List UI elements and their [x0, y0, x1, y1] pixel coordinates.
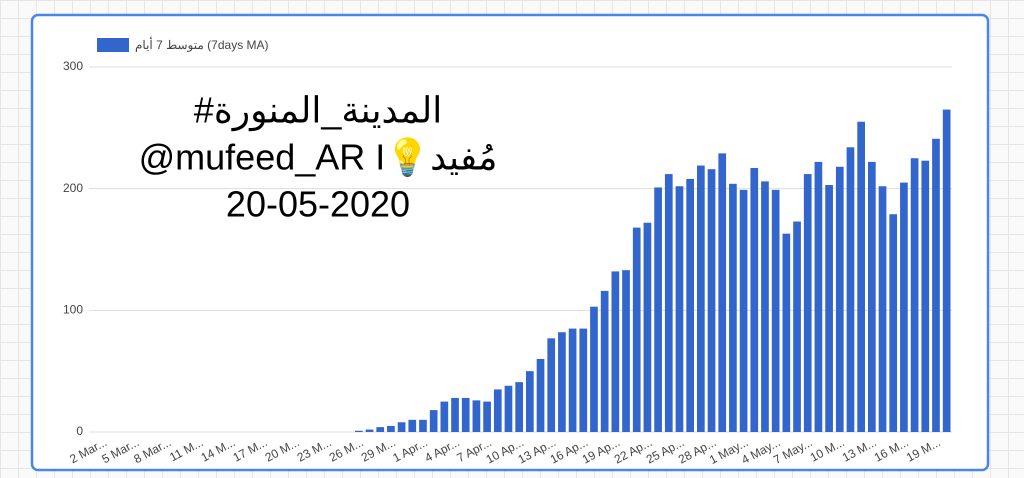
- bar: [878, 186, 887, 432]
- bar: [686, 178, 695, 432]
- bar: [750, 167, 759, 432]
- bar: [590, 306, 598, 432]
- bar: [547, 338, 556, 432]
- bar: [729, 183, 737, 432]
- y-tick-label: 200: [63, 181, 83, 195]
- bar: [504, 385, 513, 432]
- bar: [803, 174, 812, 433]
- bar: [365, 429, 374, 432]
- legend-swatch: [97, 38, 129, 52]
- bar: [568, 328, 577, 432]
- bar: [782, 233, 791, 432]
- bar: [889, 214, 898, 432]
- bar: [846, 147, 855, 433]
- bar: [558, 332, 566, 432]
- bar: [654, 187, 662, 432]
- bar: [793, 221, 801, 432]
- bar: [814, 161, 823, 432]
- bar: [611, 271, 620, 432]
- bar: [483, 401, 491, 432]
- bar: [771, 189, 780, 432]
- bar: [579, 328, 588, 432]
- bar: [461, 397, 470, 432]
- bar: [408, 419, 417, 432]
- bar: [440, 401, 449, 432]
- bar: [632, 227, 641, 432]
- bar: [643, 222, 652, 432]
- bar: [429, 410, 438, 432]
- bar: [921, 160, 930, 432]
- bar: [718, 153, 727, 432]
- y-tick-label: 100: [63, 303, 83, 317]
- bar: [525, 371, 534, 432]
- bar: [857, 121, 866, 432]
- bar: [867, 161, 876, 432]
- bar: [493, 389, 502, 432]
- bar: [472, 400, 481, 432]
- y-tick-label: 0: [76, 424, 83, 438]
- bar: [835, 166, 844, 432]
- chart-frame: [30, 13, 990, 472]
- annotation: #المدينة_المنورة: [194, 90, 442, 132]
- bar: [707, 169, 716, 432]
- bar: [932, 138, 940, 433]
- bar: [942, 109, 951, 432]
- bar: [397, 422, 406, 432]
- bar: [376, 427, 385, 432]
- bar: [761, 181, 769, 432]
- bar: [696, 165, 705, 433]
- bar: [387, 425, 395, 432]
- legend-label: متوسط 7 أيام (7days MA): [135, 37, 269, 52]
- bar: [900, 182, 908, 432]
- bar: [664, 174, 673, 433]
- bar: [419, 419, 427, 432]
- bar: [622, 270, 630, 432]
- bar: [451, 397, 459, 432]
- bar: [825, 185, 833, 432]
- bar: [910, 158, 919, 432]
- bar: [739, 189, 748, 432]
- bar: [675, 186, 684, 432]
- bar: [600, 290, 609, 432]
- bar: [354, 430, 363, 432]
- annotation: 20-05-2020: [226, 184, 410, 225]
- bar: [536, 359, 545, 432]
- y-tick-label: 300: [63, 59, 83, 73]
- bar: [515, 382, 524, 432]
- annotation: @mufeed_AR I💡مُفيد: [139, 137, 498, 178]
